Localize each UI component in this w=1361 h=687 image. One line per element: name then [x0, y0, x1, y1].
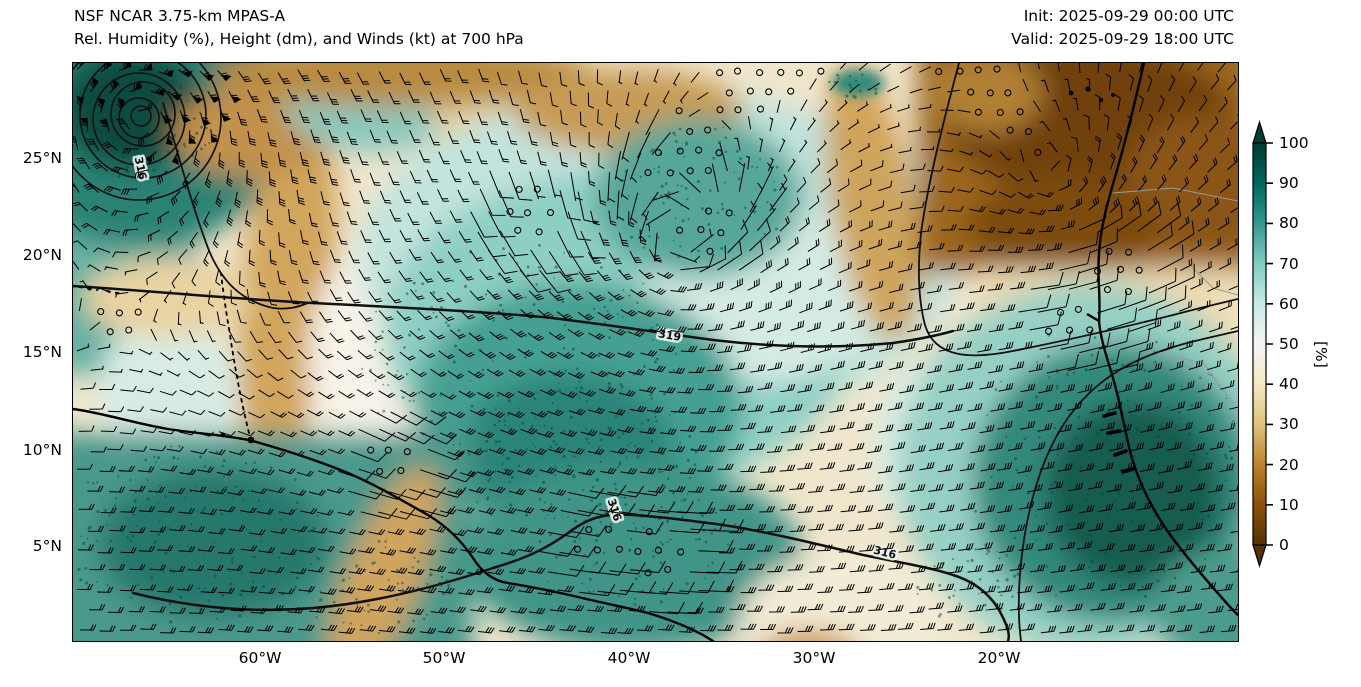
- rh-field: [73, 63, 1238, 641]
- lon-tick-50w: 50°W: [422, 649, 466, 667]
- colorbar-gradient: [1252, 142, 1267, 546]
- lat-tick-20n: 20°N: [22, 246, 62, 264]
- colorbar-extend-arrow-top: [1252, 119, 1267, 144]
- cb-tick-40: 40: [1279, 375, 1299, 393]
- colorbar: 100 90 80 70 60 50 40 30 20 10 0: [1250, 118, 1360, 573]
- cb-tick-80: 80: [1279, 214, 1299, 232]
- cb-tick-70: 70: [1279, 255, 1299, 273]
- map-plot-area: 316 319 316 316: [72, 62, 1239, 642]
- colorbar-extend-arrow-bottom: [1252, 544, 1267, 569]
- lat-tick-10n: 10°N: [22, 441, 62, 459]
- cb-tick-50: 50: [1279, 335, 1299, 353]
- lat-tick-15n: 15°N: [22, 343, 62, 361]
- init-time: Init: 2025-09-29 00:00 UTC: [1023, 7, 1234, 25]
- lat-tick-5n: 5°N: [32, 537, 62, 555]
- cb-tick-10: 10: [1279, 496, 1299, 514]
- figure-subtitle: Rel. Humidity (%), Height (dm), and Wind…: [74, 30, 524, 48]
- cb-tick-60: 60: [1279, 295, 1299, 313]
- cb-tick-90: 90: [1279, 174, 1299, 192]
- map-canvas: 316 319 316 316: [73, 63, 1238, 641]
- lat-tick-25n: 25°N: [22, 149, 62, 167]
- figure-title: NSF NCAR 3.75-km MPAS-A: [74, 7, 286, 25]
- colorbar-ticks: [1266, 142, 1273, 546]
- lon-tick-30w: 30°W: [792, 649, 836, 667]
- wind-barbs: [73, 63, 1238, 635]
- lon-tick-40w: 40°W: [607, 649, 651, 667]
- valid-time: Valid: 2025-09-29 18:00 UTC: [1011, 30, 1234, 48]
- cb-tick-100: 100: [1279, 134, 1309, 152]
- lon-tick-20w: 20°W: [977, 649, 1021, 667]
- lon-tick-60w: 60°W: [238, 649, 282, 667]
- cb-tick-20: 20: [1279, 456, 1299, 474]
- cb-tick-0: 0: [1279, 536, 1289, 554]
- cb-tick-30: 30: [1279, 415, 1299, 433]
- colorbar-unit-label: [%]: [1312, 340, 1330, 368]
